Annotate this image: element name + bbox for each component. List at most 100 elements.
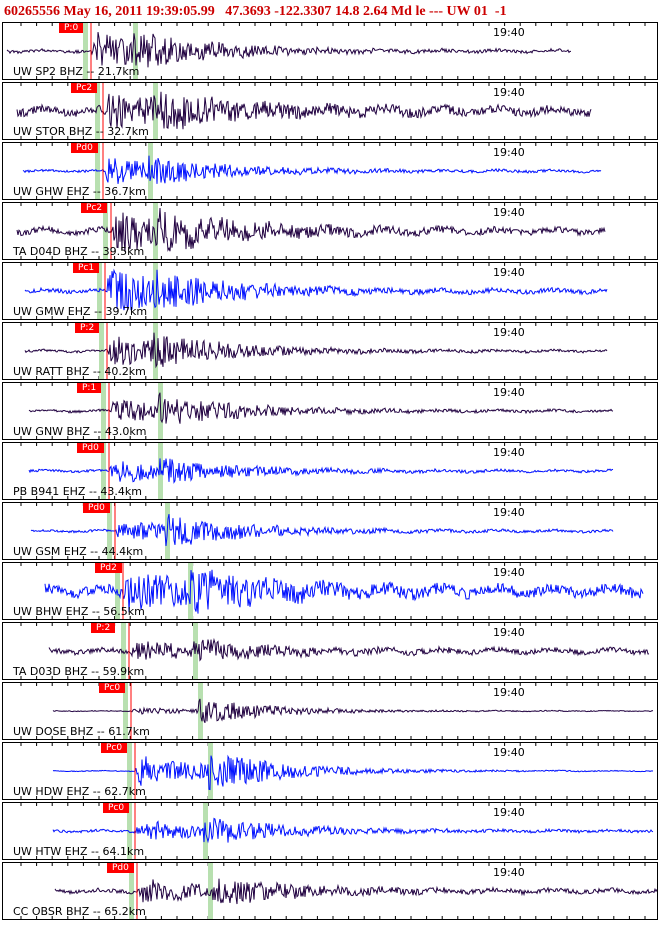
station-label: UW GSM EHZ -- 44.4km [13, 545, 144, 558]
seismogram-panel[interactable]: P:1 19:40 UW GNW BHZ -- 43.0km [2, 382, 658, 440]
time-tick-label: 19:40 [493, 806, 525, 819]
waveform-line [30, 513, 614, 547]
seismogram-trace [20, 323, 646, 379]
p-arrival-band [121, 623, 126, 679]
time-tick-label: 19:40 [493, 206, 525, 219]
waveform-line [28, 392, 614, 424]
time-tick-label: 19:40 [493, 26, 525, 39]
waveform-line [44, 569, 644, 614]
waveform-line [6, 32, 571, 68]
seismogram-panel[interactable]: Pc0 19:40 UW DOSE BHZ -- 61.7km [2, 682, 658, 740]
phase-pick-label[interactable]: Pd0 [83, 503, 110, 513]
phase-pick-label[interactable]: Pd2 [95, 563, 122, 573]
seismogram-trace [20, 863, 657, 919]
phase-pick-label[interactable]: Pd0 [71, 143, 98, 153]
s-arrival-band [153, 203, 158, 259]
event-datetime: May 16, 2011 19:39:05.99 [63, 4, 215, 19]
phase-pick-label[interactable]: Pc2 [71, 83, 98, 93]
seismogram-panel[interactable]: Pc2 19:40 UW STOR BHZ -- 32.7km [2, 82, 658, 140]
seismogram-trace [20, 803, 654, 859]
station-label: UW GNW BHZ -- 43.0km [13, 425, 147, 438]
event-depth: 14.8 [334, 4, 360, 19]
phase-pick-label[interactable]: P:2 [91, 623, 116, 633]
station-label: CC OBSR BHZ -- 65.2km [13, 905, 146, 918]
seismogram-panel[interactable]: Pd0 19:40 PB B941 EHZ -- 43.4km [2, 442, 658, 500]
s-arrival-band [153, 263, 158, 319]
station-label: TA D03D BHZ -- 59.9km [13, 665, 145, 678]
waveform-line [28, 458, 614, 484]
waveform-line [52, 698, 654, 724]
seismogram-panel[interactable]: Pd0 19:40 CC OBSR BHZ -- 65.2km [2, 862, 658, 920]
event-version: -1 [494, 4, 507, 19]
p-arrival-band [95, 83, 100, 139]
s-arrival-band [148, 143, 153, 199]
phase-pick-label[interactable]: P:1 [77, 383, 102, 393]
time-tick-label: 19:40 [493, 626, 525, 639]
seismogram-panel[interactable]: P:2 19:40 UW RATT BHZ -- 40.2km [2, 322, 658, 380]
time-tick-label: 19:40 [493, 86, 525, 99]
seismogram-trace [20, 743, 654, 799]
p-arrival-band [127, 803, 132, 859]
seismogram-panel[interactable]: Pc0 19:40 UW HDW EHZ -- 62.7km [2, 742, 658, 800]
phase-pick-label[interactable]: Pc2 [81, 203, 108, 213]
seismogram-trace [16, 83, 646, 139]
event-magnitude: 2.64 Md le [362, 4, 426, 19]
p-arrival-band [101, 443, 106, 499]
waveform-line [54, 878, 657, 905]
phase-pick-label[interactable]: Pc0 [101, 743, 128, 753]
time-tick-label: 19:40 [493, 446, 525, 459]
waveform-line [16, 91, 592, 130]
seismogram-trace [16, 203, 646, 259]
waveform-line [52, 817, 654, 844]
seismogram-panel[interactable]: Pc2 19:40 TA D04D BHZ -- 39.5km [2, 202, 658, 260]
p-arrival-band [101, 383, 106, 439]
time-tick-label: 19:40 [493, 506, 525, 519]
seismogram-trace [20, 563, 646, 619]
phase-pick-label[interactable]: Pc0 [103, 803, 130, 813]
station-label: UW DOSE BHZ -- 61.7km [13, 725, 150, 738]
seismogram-panel[interactable]: Pc1 19:40 UW GMW EHZ -- 39.7km [2, 262, 658, 320]
event-id: 60265556 [4, 4, 60, 19]
waveform-line [24, 268, 608, 311]
time-tick-label: 19:40 [493, 266, 525, 279]
waveform-line [24, 332, 608, 369]
station-label: UW HTW EHZ -- 64.1km [13, 845, 145, 858]
phase-pick-label[interactable]: Pc1 [73, 263, 100, 273]
waveform-line [48, 637, 650, 662]
time-tick-label: 19:40 [493, 866, 525, 879]
seismogram-panel[interactable]: P:2 19:40 TA D03D BHZ -- 59.9km [2, 622, 658, 680]
seismogram-trace [6, 23, 646, 79]
station-label: UW STOR BHZ -- 32.7km [13, 125, 149, 138]
event-network: UW 01 [446, 4, 488, 19]
seismogram-panel[interactable]: Pc0 19:40 UW HTW EHZ -- 64.1km [2, 802, 658, 860]
seismogram-trace [20, 683, 654, 739]
phase-pick-label[interactable]: Pc0 [99, 683, 126, 693]
time-tick-label: 19:40 [493, 566, 525, 579]
event-dashes: --- [429, 4, 444, 19]
station-label: PB B941 EHZ -- 43.4km [13, 485, 142, 498]
station-label: UW GMW EHZ -- 39.7km [13, 305, 148, 318]
seismogram-trace [20, 503, 646, 559]
phase-pick-label[interactable]: Pd0 [107, 863, 134, 873]
phase-pick-label[interactable]: P:0 [59, 23, 84, 33]
seismogram-panel[interactable]: Pd2 19:40 UW BHW EHZ -- 56.5km [2, 562, 658, 620]
seismogram-trace [20, 623, 650, 679]
seismogram-panel[interactable]: Pd0 19:40 UW GHW EHZ -- 36.7km [2, 142, 658, 200]
station-label: UW HDW EHZ -- 62.7km [13, 785, 146, 798]
seismogram-trace [20, 263, 646, 319]
event-location: 47.3693 -122.3307 [225, 4, 332, 19]
time-tick-label: 19:40 [493, 746, 525, 759]
waveform-line [52, 754, 654, 791]
seismogram-panels: P:0 19:40 UW SP2 BHZ -- 21.7km Pc2 19:40 UW S… [0, 22, 660, 926]
phase-pick-label[interactable]: P:2 [75, 323, 100, 333]
seismogram-panel[interactable]: Pd0 19:40 UW GSM EHZ -- 44.4km [2, 502, 658, 560]
waveform-line [16, 207, 606, 253]
time-tick-label: 19:40 [493, 386, 525, 399]
seismogram-panel[interactable]: P:0 19:40 UW SP2 BHZ -- 21.7km [2, 22, 658, 80]
station-label: TA D04D BHZ -- 39.5km [13, 245, 145, 258]
phase-pick-label[interactable]: Pd0 [77, 443, 104, 453]
event-header: 60265556 May 16, 2011 19:39:05.99 47.369… [4, 2, 660, 22]
time-tick-label: 19:40 [493, 146, 525, 159]
station-label: UW GHW EHZ -- 36.7km [13, 185, 146, 198]
seismogram-trace [20, 383, 646, 439]
